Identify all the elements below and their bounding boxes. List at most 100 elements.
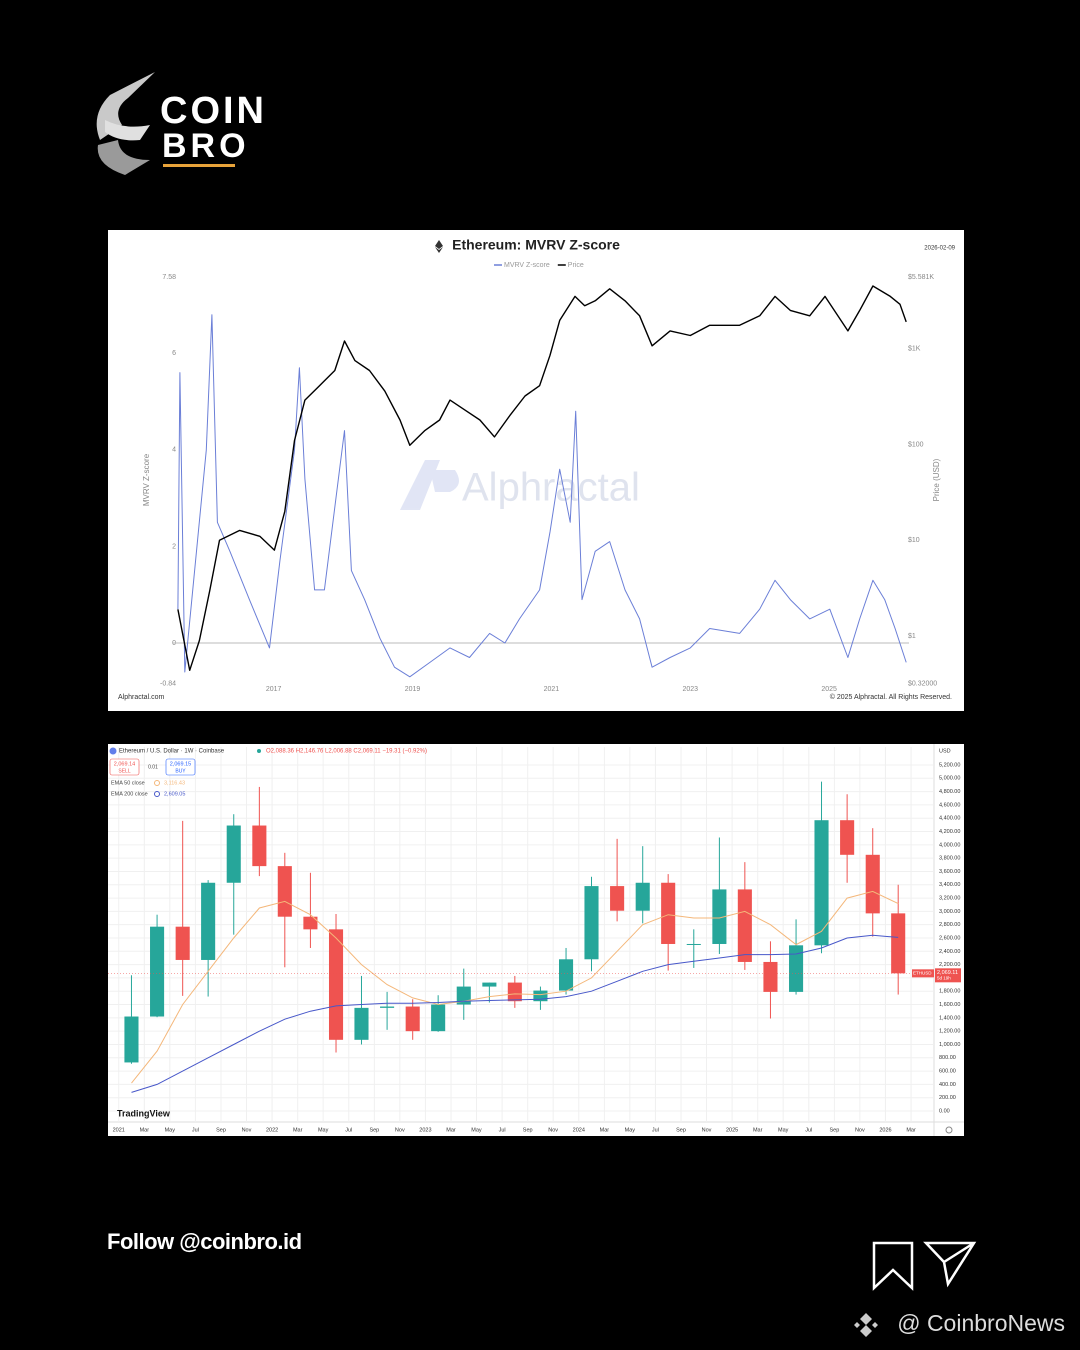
candle-body xyxy=(252,825,267,867)
candle-body xyxy=(737,889,752,962)
x-tick-label: Sep xyxy=(523,1127,533,1133)
candle-body xyxy=(405,1006,420,1032)
candle-body xyxy=(150,926,165,1017)
candle-body xyxy=(482,982,497,987)
candle-body xyxy=(533,990,548,1002)
last-price-symbol: ETHUSD xyxy=(913,971,932,976)
candle-body xyxy=(201,882,216,960)
x-tick-label: May xyxy=(318,1127,329,1133)
watermark-shape xyxy=(400,460,440,510)
ema-legend-name: EMA 50 close xyxy=(111,780,145,786)
x-tick-label: May xyxy=(165,1127,176,1133)
candle-body xyxy=(380,1006,395,1008)
watermark: Alphractal xyxy=(462,466,640,510)
binance-shape xyxy=(854,1313,878,1337)
y-tick-label: 3,400.00 xyxy=(939,882,960,888)
logo-swoosh xyxy=(97,140,150,175)
x-tick-label: 2026 xyxy=(879,1127,891,1133)
x-tick-label: Mar xyxy=(600,1127,610,1133)
ema-line xyxy=(131,934,899,1093)
x-tick-label: May xyxy=(471,1127,482,1133)
candle-body xyxy=(226,825,241,883)
x-tick-label: Sep xyxy=(830,1127,840,1133)
candle-body xyxy=(712,889,727,944)
x-tick-label: Jul xyxy=(345,1127,352,1133)
watermark-shape xyxy=(430,470,459,492)
y-tick-label: 6 xyxy=(172,350,176,357)
watermark-logo xyxy=(400,460,459,510)
x-tick-label: Mar xyxy=(446,1127,456,1133)
x-tick-label: 2025 xyxy=(821,686,837,693)
x-tick-label: Jul xyxy=(805,1127,812,1133)
ema-legend-value: 2,609.05 xyxy=(164,791,185,797)
x-tick-label: Mar xyxy=(906,1127,916,1133)
ema-legend-value: 3,116.43 xyxy=(164,780,185,786)
handle: @ CoinbroNews xyxy=(897,1310,1065,1336)
candle-body xyxy=(456,986,471,1005)
y-tick-label: 4 xyxy=(172,447,176,454)
share-icon[interactable] xyxy=(923,1241,977,1288)
x-tick-label: Nov xyxy=(242,1127,252,1133)
candle-body xyxy=(840,820,855,855)
y-tick-label: 1,800.00 xyxy=(939,989,960,995)
x-tick-label: Mar xyxy=(753,1127,763,1133)
x-tick-label: 2024 xyxy=(573,1127,585,1133)
y-tick-label: 1,400.00 xyxy=(939,1015,960,1021)
sell-price: 2,069.14 xyxy=(114,761,135,767)
chart-title: Ethereum: MVRV Z-score xyxy=(452,237,620,253)
last-price-box xyxy=(935,968,961,983)
y2-tick-label: $100 xyxy=(908,441,924,448)
chart-card xyxy=(108,230,964,711)
bookmark-icon[interactable] xyxy=(872,1241,914,1291)
y-tick-label: 0.00 xyxy=(939,1108,950,1114)
y-tick-label: 4,400.00 xyxy=(939,816,960,822)
y-tick-label: 2 xyxy=(172,543,176,550)
x-tick-label: Jul xyxy=(192,1127,199,1133)
x-tick-label: 2022 xyxy=(266,1127,278,1133)
x-tick-label: Mar xyxy=(140,1127,150,1133)
candle-body xyxy=(303,916,318,930)
y-tick-label: 1,600.00 xyxy=(939,1002,960,1008)
y-tick-label: 4,600.00 xyxy=(939,802,960,808)
follow: Follow @coinbro.id xyxy=(107,1229,302,1254)
countdown: 5d 19h xyxy=(937,976,951,981)
sell-label: SELL xyxy=(118,768,130,774)
y-tick-label: -0.84 xyxy=(160,680,176,687)
last-price-symbol-box xyxy=(912,969,934,978)
x-tick-label: Nov xyxy=(855,1127,865,1133)
symbol: Ethereum / U.S. Dollar · 1W · Coinbase xyxy=(119,749,225,755)
candle-body xyxy=(865,854,880,914)
last-price: 2,069.11 xyxy=(937,970,958,976)
legend-label: MVRV Z-score xyxy=(504,262,550,269)
y-tick-label: 3,600.00 xyxy=(939,869,960,875)
y-axis-label: MVRV Z-score xyxy=(142,453,151,506)
y-tick-label: 5,200.00 xyxy=(939,762,960,768)
x-tick-label: Jul xyxy=(499,1127,506,1133)
x-tick-label: Nov xyxy=(395,1127,405,1133)
y-tick-label: 2,400.00 xyxy=(939,949,960,955)
y-tick-label: 800.00 xyxy=(939,1055,956,1061)
y2-tick-label: $1K xyxy=(908,345,921,352)
legend-label: Price xyxy=(568,262,584,269)
y-tick-label: 1,200.00 xyxy=(939,1029,960,1035)
x-tick-label: 2021 xyxy=(544,686,560,693)
y-tick-label: 4,200.00 xyxy=(939,829,960,835)
logo: COIN BRO xyxy=(96,72,264,175)
candle-body xyxy=(124,1016,139,1063)
binance-icon xyxy=(854,1313,878,1337)
candle-body xyxy=(814,820,829,946)
x-tick-label: 2023 xyxy=(682,686,698,693)
ema-line xyxy=(131,890,899,1084)
candle-body xyxy=(686,943,701,945)
candle-body xyxy=(584,886,599,960)
y2-tick-label: $0.32000 xyxy=(908,680,937,687)
x-tick-label: Sep xyxy=(676,1127,686,1133)
y-tick-label: 2,800.00 xyxy=(939,922,960,928)
buy-button xyxy=(165,758,196,776)
candle-body xyxy=(763,961,778,992)
candle-body xyxy=(328,929,344,1040)
chart-date: 2026-02-09 xyxy=(924,246,955,252)
candle-body xyxy=(175,926,190,960)
settings-icon xyxy=(945,1126,953,1134)
candle-body xyxy=(661,882,676,944)
